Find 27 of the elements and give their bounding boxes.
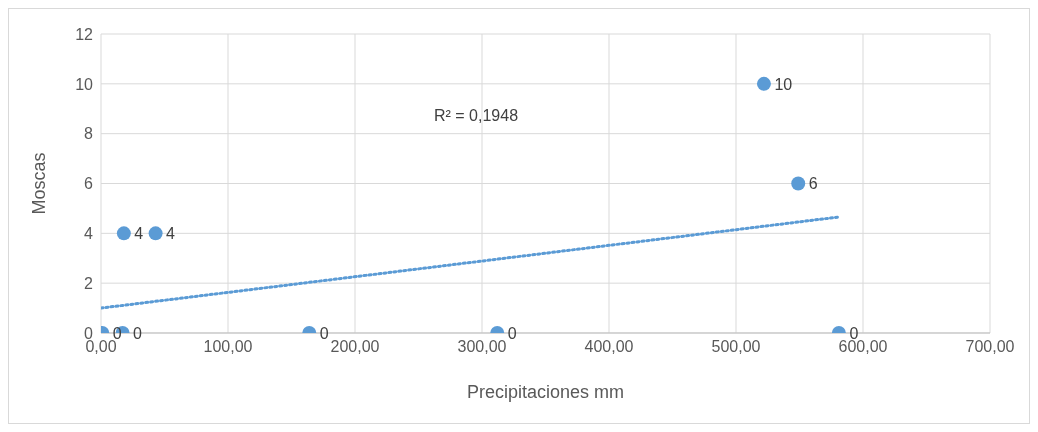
annotation: R² = 0,1948	[434, 107, 519, 125]
x-tick-label: 500,00	[711, 338, 761, 356]
y-tick-label: 2	[84, 274, 94, 292]
y-tick-label: 4	[84, 225, 94, 243]
x-axis-title: Precipitaciones mm	[466, 382, 625, 402]
y-tick-label: 8	[84, 125, 94, 143]
data-label: 0	[319, 324, 329, 342]
point	[116, 226, 131, 241]
y-tick-label: 12	[75, 25, 94, 43]
x-tick-label: 600,00	[838, 338, 888, 356]
data-label: 0	[133, 324, 143, 342]
x-tick-label: 700,00	[965, 338, 1015, 356]
x-tick-label: 300,00	[457, 338, 507, 356]
point	[791, 176, 806, 191]
data-label: 6	[808, 175, 818, 193]
y-tick-label: 6	[84, 175, 94, 193]
x-tick-label: 100,00	[203, 338, 253, 356]
x-tick-label: 400,00	[584, 338, 634, 356]
data-label: 10	[774, 75, 793, 93]
data-label: 4	[166, 225, 176, 243]
data-label: 4	[134, 225, 144, 243]
x-tick-label: 200,00	[330, 338, 380, 356]
y-axis-title: Moscas	[29, 152, 50, 215]
y-tick-label: 10	[75, 75, 94, 93]
point	[148, 226, 163, 241]
x-tick-label: 0,00	[85, 338, 117, 356]
data-label: 0	[507, 324, 517, 342]
